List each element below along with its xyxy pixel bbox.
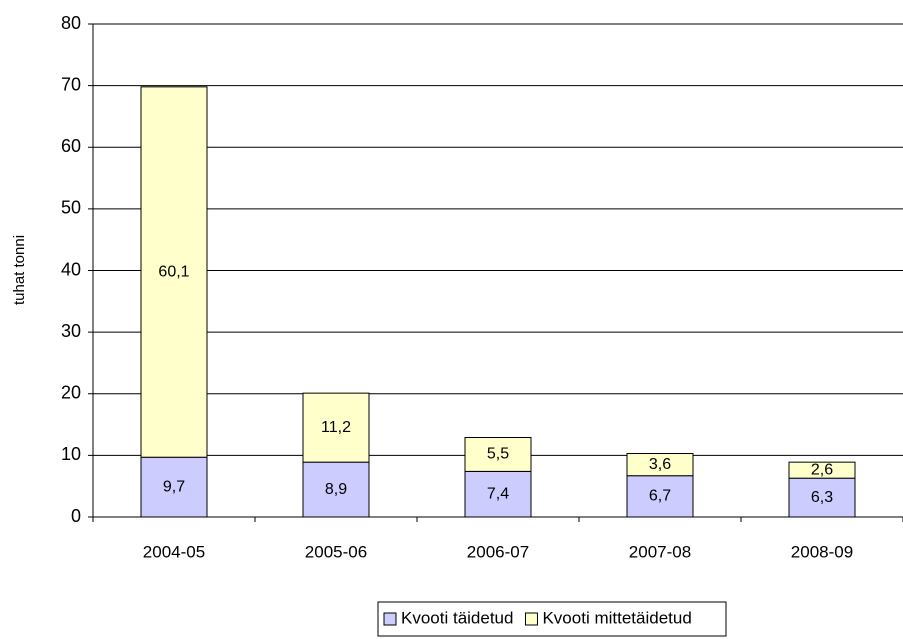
data-label: 60,1: [158, 263, 189, 280]
data-label: 3,6: [649, 456, 671, 473]
y-tick-label: 70: [61, 74, 81, 94]
data-label: 8,9: [325, 481, 347, 498]
data-label: 11,2: [321, 419, 351, 436]
x-tick-label: 2004-05: [143, 542, 205, 561]
data-label: 6,7: [649, 488, 671, 505]
data-label: 6,3: [811, 489, 833, 506]
y-tick-label: 60: [61, 136, 81, 156]
data-label: 7,4: [487, 485, 509, 502]
legend-label: Kvooti täidetud: [401, 608, 513, 627]
bar-segment: [140, 86, 208, 458]
y-tick-label: 50: [61, 198, 81, 218]
bar-segment: [788, 461, 856, 479]
data-label: 2,6: [811, 461, 833, 478]
legend-swatch: [383, 612, 397, 626]
bar-segment: [464, 437, 532, 472]
data-label: 5,5: [487, 446, 509, 463]
bar-segment: [788, 477, 856, 518]
x-tick-label: 2006-07: [467, 542, 529, 561]
bar-segment: [626, 453, 694, 477]
y-tick-label: 40: [61, 259, 81, 279]
y-tick-label: 0: [71, 506, 81, 526]
data-label: 9,7: [163, 478, 185, 495]
bar-segment: [626, 475, 694, 518]
legend-label: Kvooti mittetäidetud: [542, 608, 691, 627]
legend-swatch: [524, 612, 538, 626]
bar-segment: [302, 392, 370, 463]
y-tick-label: 20: [61, 383, 81, 403]
x-tick-label: 2007-08: [629, 542, 691, 561]
x-tick-label: 2005-06: [305, 542, 367, 561]
y-axis-label: tuhat tonni: [11, 235, 28, 305]
y-tick-label: 10: [61, 444, 81, 464]
legend-frame: [377, 601, 727, 637]
bar-segment: [140, 456, 208, 518]
x-tick-label: 2008-09: [791, 542, 853, 561]
y-tick-label: 80: [61, 13, 81, 33]
y-tick-label: 30: [61, 321, 81, 341]
